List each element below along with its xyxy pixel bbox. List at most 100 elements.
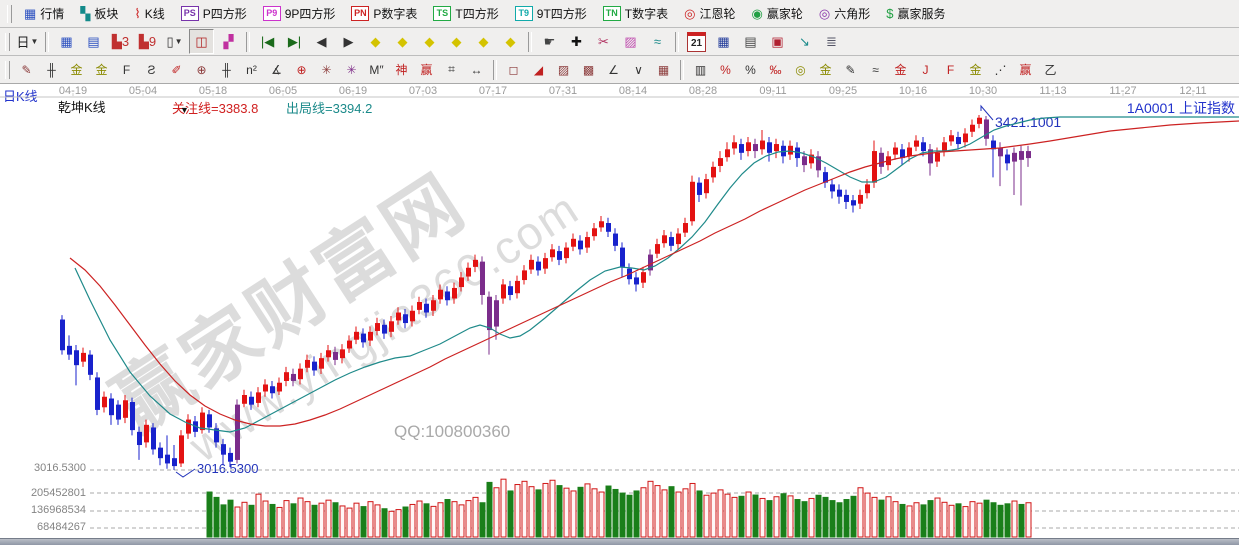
- candle: [991, 140, 996, 150]
- prev-bar-button[interactable]: ◀: [309, 29, 334, 54]
- menu-kline[interactable]: ⌇ K线: [126, 2, 172, 26]
- fib-grid-tool[interactable]: F: [115, 58, 138, 81]
- indicator-3-button[interactable]: ▙3: [108, 29, 133, 54]
- percent-box-tool[interactable]: %: [714, 58, 737, 81]
- bottom-strip[interactable]: [0, 538, 1239, 545]
- main-toolbar: 日 ▼ ▦ ▤ ▙3 ▙9 ▯ ▼ ◫ ▞ |◀ ▶| ◀ ▶ ◆ ◆ ◆ ◆ ◆ ◆ ☛ ✚ ✂ ▨ ≈21 ▦ ▤ ▣ ↘ ≣: [0, 28, 1239, 56]
- candle-period-button[interactable]: ▯ ▼: [162, 29, 187, 54]
- gann-fan-tool[interactable]: ✳: [315, 58, 338, 81]
- gold-circle-tool[interactable]: ◎: [789, 58, 812, 81]
- spider-web-tool[interactable]: ✳: [340, 58, 363, 81]
- wave-band-tool[interactable]: ≈: [864, 58, 887, 81]
- shade-box-tool[interactable]: ▨: [552, 58, 575, 81]
- pan-hand-button[interactable]: ☛: [537, 29, 562, 54]
- menu-t-square[interactable]: TS T四方形: [425, 2, 506, 26]
- percent-tool[interactable]: %: [739, 58, 762, 81]
- indicator-9-button[interactable]: ▙9: [135, 29, 160, 54]
- menu-sectors[interactable]: ▚ 板块: [72, 2, 126, 26]
- menu-item-label: 板块: [94, 7, 119, 21]
- toolbar-grip: [5, 60, 10, 79]
- next-bar-button[interactable]: ▶: [336, 29, 361, 54]
- zoom-h-expand-diamond[interactable]: ◆: [417, 29, 442, 54]
- wave-band-tool-icon: ≈: [872, 62, 879, 77]
- angle-measure-button[interactable]: ✂: [591, 29, 616, 54]
- gold-angle-tool[interactable]: 金: [964, 58, 987, 81]
- arc-tool[interactable]: Ƨ: [140, 58, 163, 81]
- zoom-h-shrink-diamond[interactable]: ◆: [444, 29, 469, 54]
- speed-line-tool[interactable]: ⋰: [989, 58, 1012, 81]
- menu-p-square[interactable]: PS P四方形: [173, 2, 255, 26]
- j-trend-tool[interactable]: J: [914, 58, 937, 81]
- volume-bar: [528, 486, 535, 538]
- first-page-button[interactable]: |◀: [255, 29, 280, 54]
- gold-grid2-tool[interactable]: 金: [90, 58, 113, 81]
- menu-winner-service[interactable]: $ 赢家服务: [878, 2, 953, 26]
- candle: [494, 300, 499, 327]
- menu-winner-wheel[interactable]: ◉ 赢家轮: [743, 2, 810, 26]
- n-square-tool[interactable]: n²: [240, 58, 263, 81]
- ying-grid-tool[interactable]: 赢: [415, 58, 438, 81]
- zoom-v-shrink-diamond[interactable]: ◆: [498, 29, 523, 54]
- memo-button[interactable]: ▤: [738, 29, 763, 54]
- angle-ruler-tool[interactable]: ∡: [265, 58, 288, 81]
- print-button[interactable]: ≣: [819, 29, 844, 54]
- z-line-tool[interactable]: 乙: [1039, 58, 1062, 81]
- menu-9p-square[interactable]: P9 9P四方形: [255, 2, 344, 26]
- m-wave-tool[interactable]: M″: [365, 58, 388, 81]
- volume-bar: [416, 500, 423, 538]
- last-page-button[interactable]: ▶|: [282, 29, 307, 54]
- gann-box-button[interactable]: ▨: [618, 29, 643, 54]
- pen-tool[interactable]: ✎: [15, 58, 38, 81]
- box-select-tool[interactable]: ◻: [502, 58, 525, 81]
- crosshair-button[interactable]: ✚: [564, 29, 589, 54]
- f-trend-tool[interactable]: F: [939, 58, 962, 81]
- window-layout-button[interactable]: ▦: [54, 29, 79, 54]
- toolbar-separator: [680, 59, 684, 80]
- zoom-v-expand-diamond[interactable]: ◆: [471, 29, 496, 54]
- red-pen-tool[interactable]: ✐: [165, 58, 188, 81]
- zoom-left-diamond[interactable]: ◆: [363, 29, 388, 54]
- gann-grid-tool[interactable]: ╫: [40, 58, 63, 81]
- gann-circle-tool[interactable]: ⊕: [290, 58, 313, 81]
- ying-line-tool[interactable]: 赢: [1014, 58, 1037, 81]
- ray-fan-tool[interactable]: ◢: [527, 58, 550, 81]
- cross-box-tool[interactable]: ▩: [577, 58, 600, 81]
- calendar-button[interactable]: 21: [684, 29, 709, 54]
- permille-tool[interactable]: ‰: [764, 58, 787, 81]
- menu-9t-square[interactable]: T9 9T四方形: [507, 2, 595, 26]
- h-measure-tool[interactable]: ↔: [465, 58, 488, 81]
- candle: [592, 228, 597, 237]
- angle-measure-button-icon: ✂: [598, 33, 609, 49]
- number-grid-tool[interactable]: ⌗: [440, 58, 463, 81]
- wave-tool-button[interactable]: ≈: [645, 29, 670, 54]
- menu-quotes[interactable]: ▦ 行情: [16, 2, 72, 26]
- period-selector[interactable]: 日 ▼: [15, 29, 40, 54]
- shen-grid-tool[interactable]: 神: [390, 58, 413, 81]
- kline-style-button[interactable]: ◫: [189, 29, 214, 54]
- gold-grid-tool[interactable]: 金: [65, 58, 88, 81]
- volume-bar: [948, 504, 955, 538]
- zoom-right-diamond[interactable]: ◆: [390, 29, 415, 54]
- calculator-button[interactable]: ▦: [711, 29, 736, 54]
- save-button[interactable]: ▣: [765, 29, 790, 54]
- menu-gann-wheel[interactable]: ◎ 江恩轮: [676, 2, 743, 26]
- candle: [270, 386, 275, 394]
- gold-channel-tool[interactable]: 金: [889, 58, 912, 81]
- time-ruler-tool[interactable]: ╫: [215, 58, 238, 81]
- vee-line-tool[interactable]: ∨: [627, 58, 650, 81]
- menu-hexagon[interactable]: ◎ 六角形: [811, 2, 878, 26]
- export-button[interactable]: ↘: [792, 29, 817, 54]
- menu-p-number[interactable]: PN P数字表: [343, 2, 425, 26]
- candle-pen-tool[interactable]: ✎: [839, 58, 862, 81]
- candle: [235, 404, 240, 460]
- gold-line-tool[interactable]: 金: [814, 58, 837, 81]
- volume-bar: [941, 501, 948, 538]
- stat-panel-tool[interactable]: ▥: [689, 58, 712, 81]
- quote-list-button[interactable]: ▤: [81, 29, 106, 54]
- trend-angle-tool[interactable]: ∠: [602, 58, 625, 81]
- compass-tool[interactable]: ⊕: [190, 58, 213, 81]
- menu-t-number[interactable]: TN T数字表: [595, 2, 676, 26]
- dense-grid-tool[interactable]: ▦: [652, 58, 675, 81]
- color-histogram-button[interactable]: ▞: [216, 29, 241, 54]
